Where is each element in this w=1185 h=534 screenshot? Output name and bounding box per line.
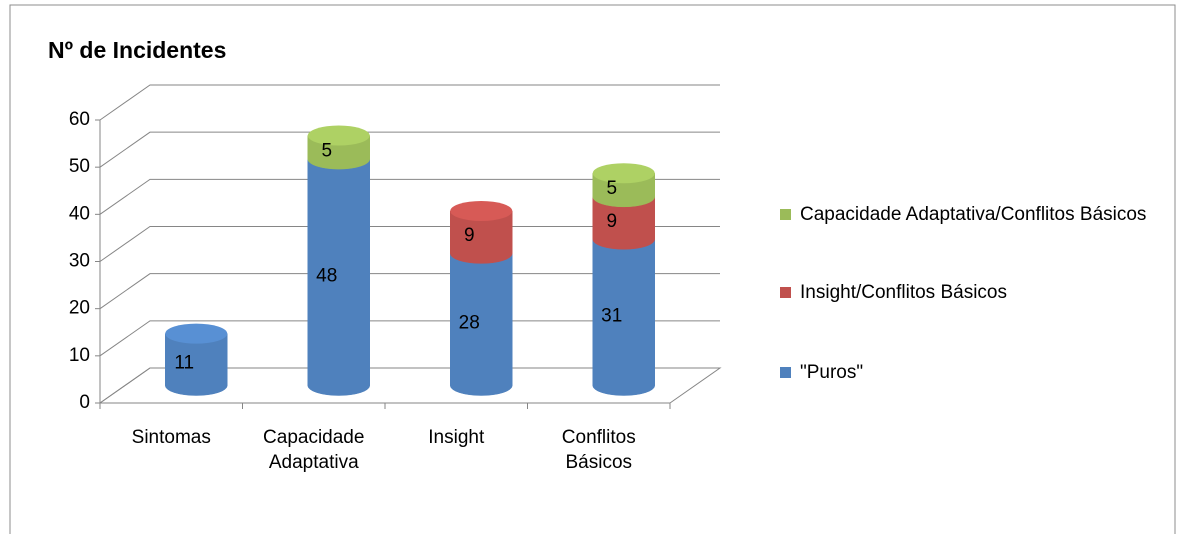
legend-label: "Puros" xyxy=(800,362,864,383)
x-tick-label: Conflitos Básicos xyxy=(561,427,636,473)
cylinder-top xyxy=(165,323,228,344)
chart-title: Nº de Incidentes xyxy=(48,37,226,63)
cylinder-body xyxy=(307,158,370,396)
data-label: 48 xyxy=(316,265,337,286)
data-label: 5 xyxy=(606,178,617,199)
grid-line xyxy=(99,131,720,168)
legend-label: Capacidade Adaptativa/Conflitos Básicos xyxy=(800,204,1147,225)
legend-swatch xyxy=(780,367,791,378)
y-tick-label: 20 xyxy=(69,298,90,319)
cylinder-top xyxy=(450,200,513,221)
data-label: 31 xyxy=(601,305,622,326)
grid-line xyxy=(99,84,720,121)
y-tick-label: 0 xyxy=(79,392,90,413)
y-tick-label: 10 xyxy=(69,345,90,366)
cylinder-body xyxy=(450,210,513,264)
y-tick-label: 50 xyxy=(69,156,90,177)
cylinder-top xyxy=(592,163,655,184)
grid-line xyxy=(99,178,720,215)
data-label: 9 xyxy=(464,225,475,246)
x-tick-label: Sintomas xyxy=(131,427,211,448)
grid-line xyxy=(99,226,720,262)
x-tick-label: Insight xyxy=(428,427,485,448)
grid-line xyxy=(99,273,720,310)
chart-border xyxy=(9,4,1176,534)
cylinder-body xyxy=(592,196,655,250)
y-tick-label: 30 xyxy=(69,251,90,272)
x-tick-label: Capacidade Adaptativa xyxy=(263,427,365,473)
legend-label: Insight/Conflitos Básicos xyxy=(800,282,1007,303)
data-label: 9 xyxy=(606,211,617,232)
cylinder-body xyxy=(592,239,655,396)
data-label: 28 xyxy=(459,312,480,333)
data-label: 11 xyxy=(174,353,194,374)
grid-line xyxy=(99,367,720,404)
cylinder-body xyxy=(165,333,228,396)
cylinder-body xyxy=(450,253,513,396)
cylinder-top xyxy=(307,125,370,146)
data-label: 5 xyxy=(321,140,332,161)
legend-swatch xyxy=(780,287,791,298)
y-tick-label: 60 xyxy=(69,109,90,130)
legend-swatch xyxy=(780,209,791,220)
y-tick-label: 40 xyxy=(69,203,90,224)
grid-line xyxy=(99,320,720,357)
